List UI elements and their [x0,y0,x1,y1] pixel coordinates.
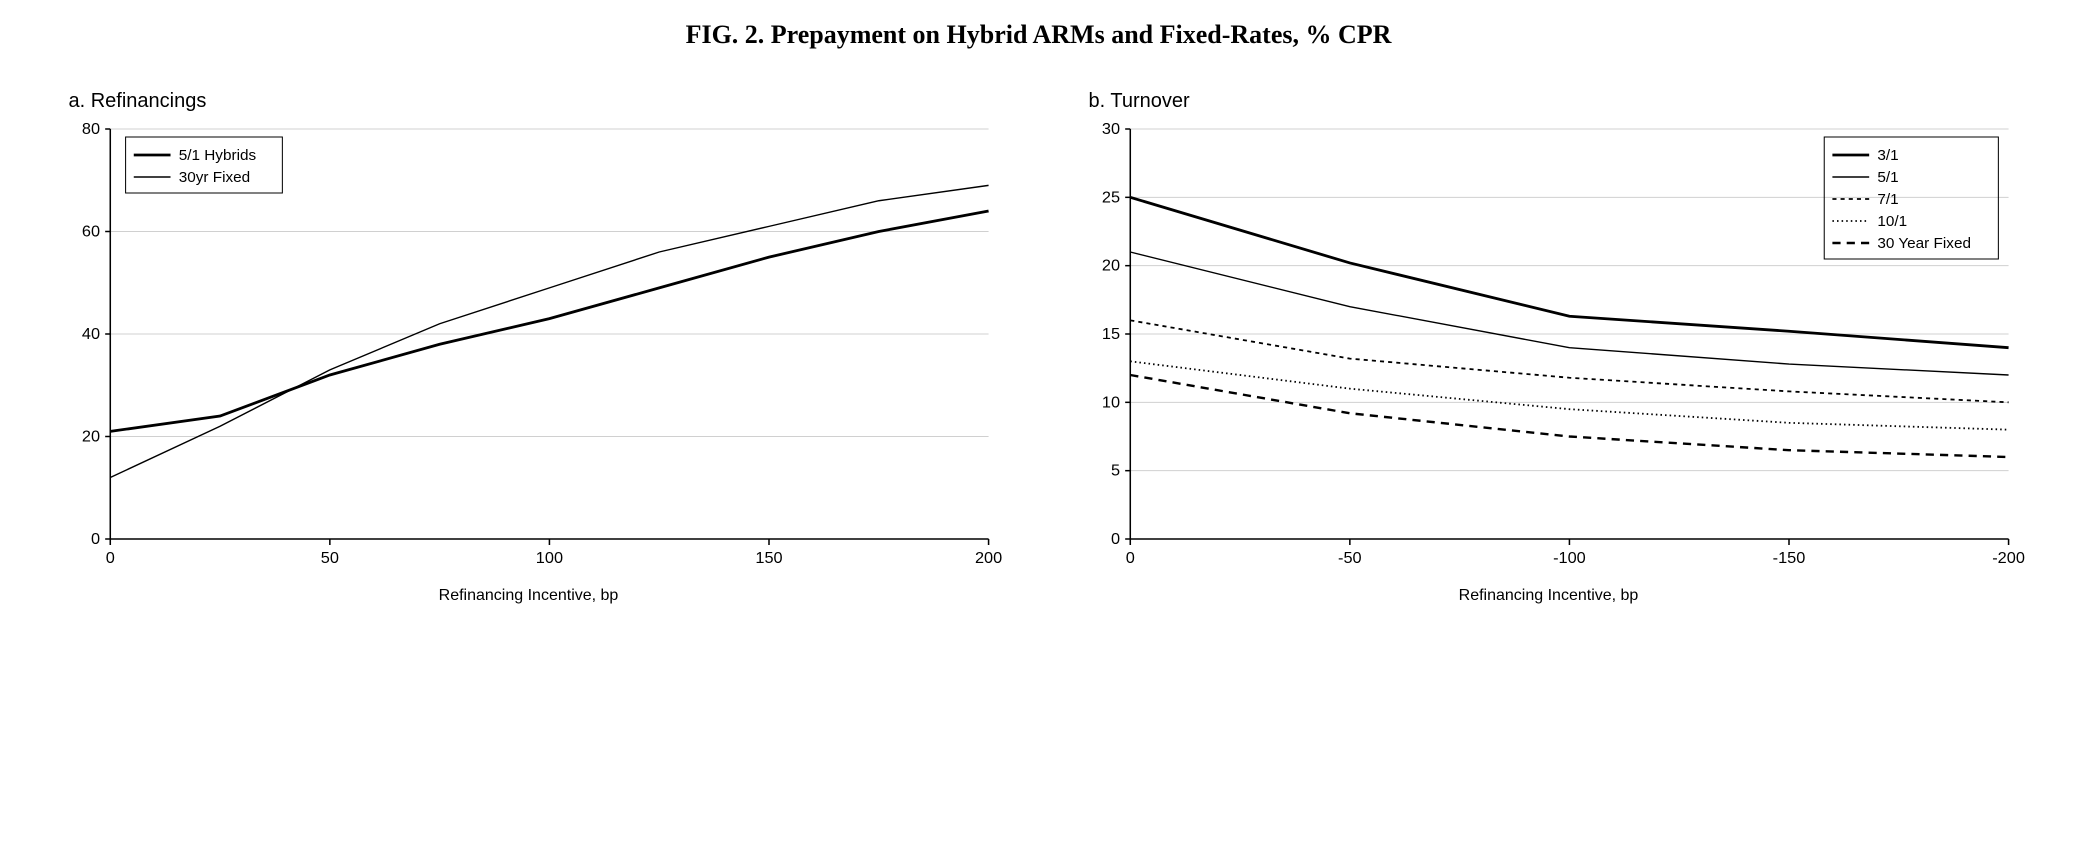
figure-title: FIG. 2. Prepayment on Hybrid ARMs and Fi… [40,20,2037,50]
svg-text:5/1 Hybrids: 5/1 Hybrids [178,147,256,164]
svg-text:40: 40 [81,325,99,343]
svg-text:50: 50 [320,549,338,567]
svg-text:0: 0 [1110,530,1119,548]
svg-text:30yr Fixed: 30yr Fixed [178,169,250,186]
panel-a: a. Refinancings 0 50 100 150 200 0 20 40 60 80 5/1… [49,90,1009,605]
panel-a-title: a. Refinancings [69,90,1009,113]
panel-a-xlabel: Refinancing Incentive, bp [49,587,1009,605]
svg-text:7/1: 7/1 [1877,191,1898,208]
panel-b-chart: 0 -50 -100 -150 -200 0 5 10 15 20 25 30 3/1 5/1 7/1 10/… [1069,119,2029,579]
svg-text:3/1: 3/1 [1877,147,1898,164]
panel-b-title: b. Turnover [1089,90,2029,113]
svg-text:-200: -200 [1992,549,2025,567]
svg-text:0: 0 [90,530,99,548]
panel-b-xlabel: Refinancing Incentive, bp [1069,587,2029,605]
panels-container: a. Refinancings 0501001502000204060805/1… [40,90,2037,605]
svg-text:5: 5 [1110,462,1119,480]
panel-a-chart: 0 50 100 150 200 0 20 40 60 80 5/1 Hybrids 30yr Fix… [49,119,1009,579]
svg-text:150: 150 [755,549,782,567]
panel-b-svg: 0 -50 -100 -150 -200 0 5 10 15 20 25 30 3/1 5/1 7/1 10/… [1069,119,2029,579]
svg-text:0: 0 [105,549,114,567]
svg-text:-150: -150 [1772,549,1805,567]
svg-text:80: 80 [81,120,99,138]
svg-text:10: 10 [1101,393,1119,411]
svg-text:15: 15 [1101,325,1119,343]
svg-text:25: 25 [1101,188,1119,206]
svg-text:60: 60 [81,223,99,241]
svg-text:200: 200 [974,549,1001,567]
svg-text:30 Year Fixed: 30 Year Fixed [1877,235,1971,252]
panel-b: b. Turnover 0 -50 -100 -150 -200 0 5 10 15 20 25 30… [1069,90,2029,605]
svg-text:20: 20 [81,428,99,446]
svg-text:10/1: 10/1 [1877,213,1907,230]
panel-a-svg: 0 50 100 150 200 0 20 40 60 80 5/1 Hybrids 30yr Fix… [49,119,1009,579]
svg-text:-50: -50 [1338,549,1362,567]
svg-text:-100: -100 [1553,549,1586,567]
svg-text:20: 20 [1101,257,1119,275]
svg-text:30: 30 [1101,120,1119,138]
svg-text:0: 0 [1125,549,1134,567]
svg-text:5/1: 5/1 [1877,169,1898,186]
svg-text:100: 100 [535,549,562,567]
